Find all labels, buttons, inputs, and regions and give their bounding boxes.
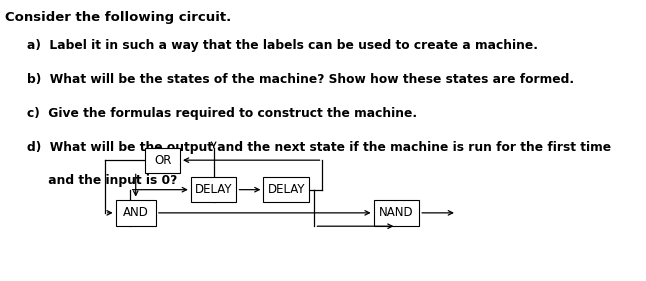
Text: DELAY: DELAY bbox=[267, 183, 305, 196]
Text: AND: AND bbox=[123, 206, 149, 219]
Text: b)  What will be the states of the machine? Show how these states are formed.: b) What will be the states of the machin… bbox=[27, 73, 574, 86]
Bar bbox=[116, 200, 156, 226]
Bar bbox=[264, 177, 309, 202]
Text: Consider the following circuit.: Consider the following circuit. bbox=[5, 11, 232, 24]
Text: OR: OR bbox=[154, 154, 171, 167]
Text: c)  Give the formulas required to construct the machine.: c) Give the formulas required to constru… bbox=[27, 107, 417, 120]
Bar bbox=[191, 177, 236, 202]
Text: d)  What will be the output and the next state if the machine is run for the fir: d) What will be the output and the next … bbox=[27, 140, 611, 153]
Bar bbox=[145, 148, 180, 173]
Bar bbox=[373, 200, 419, 226]
Text: a)  Label it in such a way that the labels can be used to create a machine.: a) Label it in such a way that the label… bbox=[27, 39, 538, 52]
Text: DELAY: DELAY bbox=[195, 183, 233, 196]
Text: and the input is 0?: and the input is 0? bbox=[27, 174, 177, 187]
Text: NAND: NAND bbox=[379, 206, 413, 219]
